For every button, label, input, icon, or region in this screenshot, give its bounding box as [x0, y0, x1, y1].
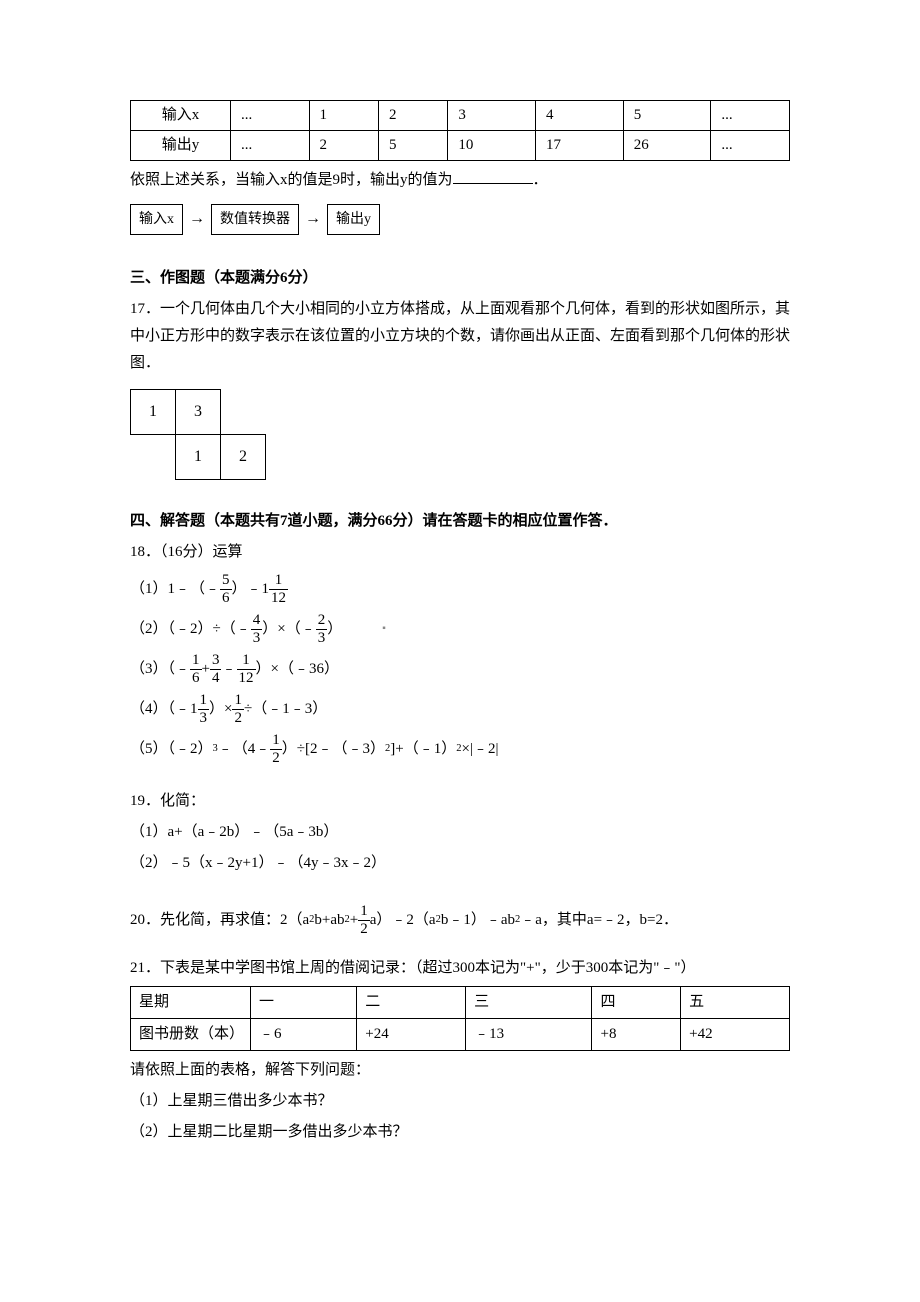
q19-title: 19．化简：: [130, 788, 790, 815]
q18-5: （5）（﹣2）3 ﹣（4﹣ 12 ）÷[2﹣（﹣3）2 ]+（﹣1）2 ×|﹣2…: [130, 732, 790, 766]
flow-input-box: 输入x: [130, 204, 183, 235]
section-4-title: 四、解答题（本题共有7道小题，满分66分）请在答题卡的相应位置作答．: [130, 508, 790, 535]
q17-text: 17．一个几何体由几个大小相同的小立方体搭成，从上面观看那个几何体，看到的形状如…: [130, 296, 790, 377]
q19-2: （2）﹣5（x﹣2y+1）﹣（4y﹣3x﹣2）: [130, 850, 790, 877]
q18-1: （1）1﹣（﹣ 56 ）﹣1 112: [130, 572, 790, 606]
flow-converter-box: 数值转换器: [211, 204, 299, 235]
q18-3: （3）（﹣ 16 + 34 ﹣ 112 ）×（﹣36）: [130, 652, 790, 686]
q21-2: （2）上星期二比星期一多借出多少本书？: [130, 1119, 790, 1146]
library-table: 星期 一 二 三 四 五 图书册数（本） ﹣6 +24 ﹣13 +8 +42: [130, 986, 790, 1051]
flow-output-box: 输出y: [327, 204, 380, 235]
q21-1: （1）上星期三借出多少本书？: [130, 1088, 790, 1115]
q20: 20．先化简，再求值：2（a2 b+ab2 + 12 a）﹣2（a2 b﹣1）﹣…: [130, 903, 790, 937]
io-table: 输入x ... 1 2 3 4 5 ... 输出y ... 2 5 10 17 …: [130, 100, 790, 161]
q18-2: （2）（﹣2）÷（﹣ 43 ）×（﹣ 23 ） ▪: [130, 612, 790, 646]
q18-title: 18．（16分）运算: [130, 539, 790, 566]
io-row1-label: 输入x: [131, 101, 231, 131]
section-3-title: 三、作图题（本题满分6分）: [130, 265, 790, 292]
io-row2-label: 输出y: [131, 131, 231, 161]
blank-underline: [453, 169, 533, 184]
q21-after: 请依照上面的表格，解答下列问题：: [130, 1057, 790, 1084]
q21-intro: 21．下表是某中学图书馆上周的借阅记录：（超过300本记为"+"，少于300本记…: [130, 955, 790, 982]
q18-4: （4）（﹣1 13 ）× 12 ÷（﹣1﹣3）: [130, 692, 790, 726]
arrow-icon: →: [189, 205, 205, 234]
flow-diagram: 输入x → 数值转换器 → 输出y: [130, 204, 790, 235]
q19-1: （1）a+（a﹣2b）﹣（5a﹣3b）: [130, 819, 790, 846]
square-marker-icon: ▪: [382, 620, 386, 638]
arrow-icon: →: [305, 205, 321, 234]
q16-text: 依照上述关系，当输入x的值是9时，输出y的值为．: [130, 167, 790, 194]
cube-top-view: 1 3 1 2: [130, 389, 790, 480]
